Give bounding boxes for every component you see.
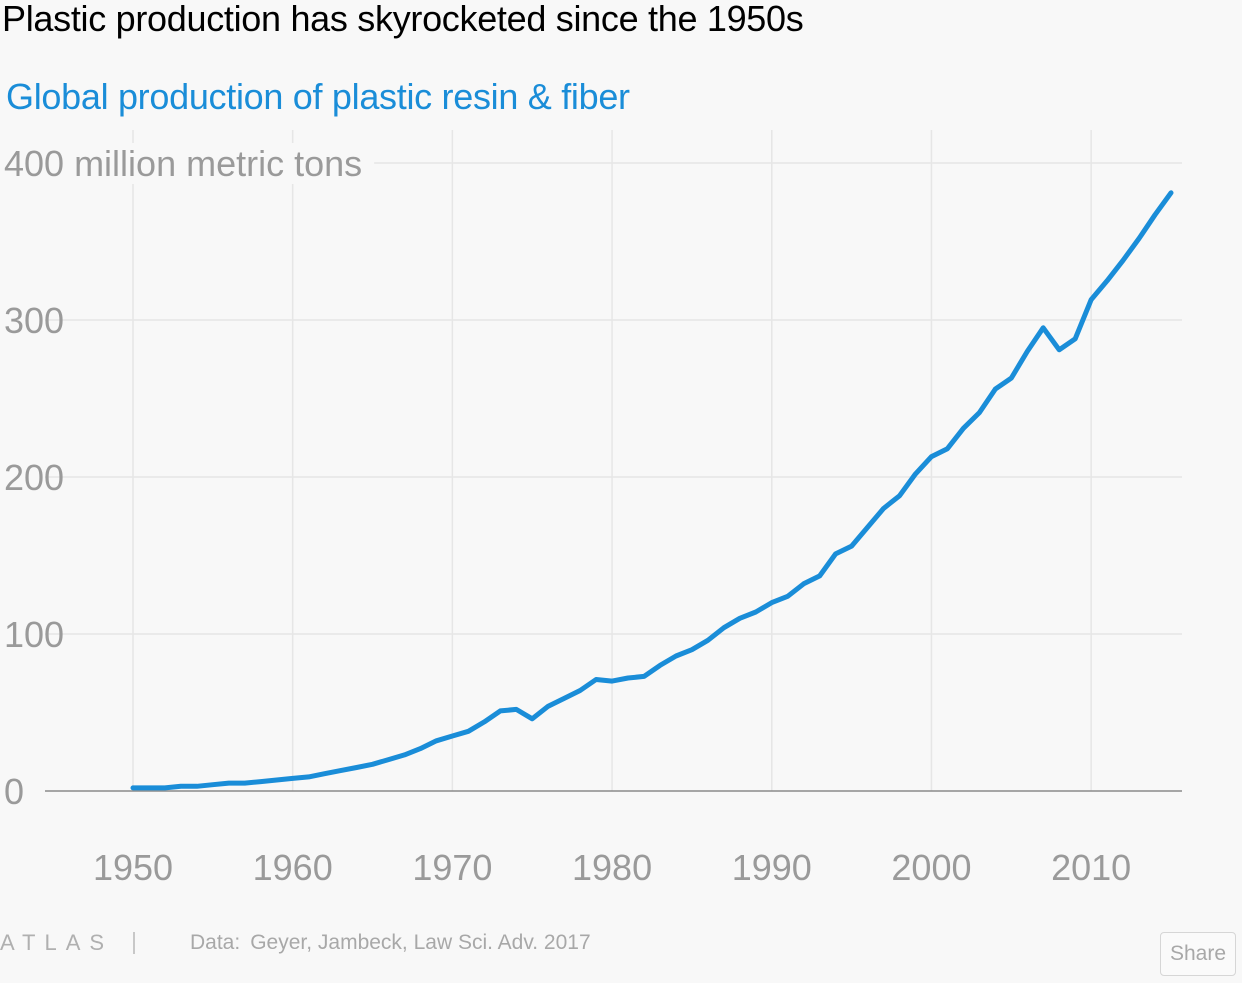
x-tick-label: 1990 bbox=[732, 847, 812, 888]
x-tick-label: 1950 bbox=[93, 847, 173, 888]
y-tick-label-background bbox=[2, 143, 375, 184]
data-source: Data: Geyer, Jambeck, Law Sci. Adv. 2017 bbox=[190, 931, 591, 955]
y-tick-label: 300 bbox=[4, 300, 64, 341]
data-source-text: Geyer, Jambeck, Law Sci. Adv. 2017 bbox=[250, 931, 591, 954]
y-tick-label: 0 bbox=[4, 771, 24, 812]
series-layer bbox=[130, 190, 1174, 791]
series-line bbox=[130, 190, 1174, 791]
x-tick-label: 1960 bbox=[253, 847, 333, 888]
y-axis-ticks: 400 million metric tons 300 200 100 0 bbox=[2, 143, 375, 812]
x-tick-label: 2010 bbox=[1051, 847, 1131, 888]
x-tick-label: 2000 bbox=[891, 847, 971, 888]
x-tick-label: 1980 bbox=[572, 847, 652, 888]
y-tick-label: 400 million metric tons bbox=[4, 143, 362, 184]
footer-divider bbox=[133, 932, 135, 954]
chart-subtitle: Global production of plastic resin & fib… bbox=[6, 76, 630, 117]
footer: ATLAS Data: Geyer, Jambeck, Law Sci. Adv.… bbox=[0, 925, 900, 961]
x-axis-ticks: 1950 1960 1970 1980 1990 2000 2010 bbox=[93, 847, 1131, 888]
y-tick-label: 100 bbox=[4, 614, 64, 655]
grid-layer bbox=[45, 130, 1182, 792]
data-source-label: Data: bbox=[190, 931, 241, 954]
chart-title: Plastic production has skyrocketed since… bbox=[2, 0, 804, 39]
atlas-logo[interactable]: ATLAS bbox=[0, 930, 113, 956]
share-button[interactable]: Share bbox=[1160, 932, 1236, 976]
x-tick-label: 1970 bbox=[412, 847, 492, 888]
y-tick-label: 200 bbox=[4, 457, 64, 498]
atlas-wordmark: ATLAS bbox=[0, 930, 114, 955]
